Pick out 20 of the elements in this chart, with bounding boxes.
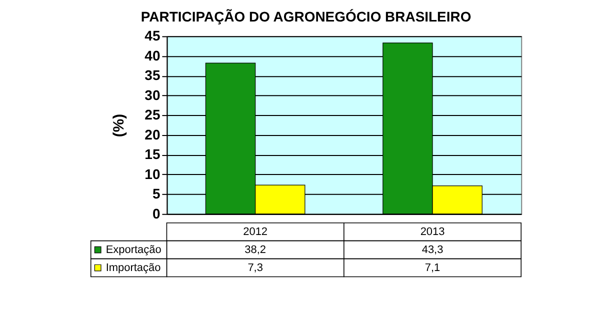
y-tick-label: 35: [144, 67, 160, 84]
data-label: 43,3: [422, 244, 444, 256]
y-tick-label: 30: [144, 86, 160, 103]
y-tick-label: 5: [152, 186, 160, 202]
chart-title: PARTICIPAÇÃO DO AGRONEGÓCIO BRASILEIRO: [140, 8, 472, 25]
legend-label: Importação: [106, 262, 161, 274]
x-tick-label: 2013: [420, 226, 445, 238]
y-tick-label: 15: [144, 146, 160, 162]
y-tick-label: 45: [144, 28, 160, 44]
y-axis-title: (%): [110, 114, 128, 138]
data-label: 7,1: [424, 262, 440, 274]
y-tick-label: 0: [152, 205, 160, 222]
x-tick-label: 2012: [243, 226, 268, 238]
y-tick-label: 25: [144, 106, 160, 123]
data-label: 38,2: [244, 244, 266, 256]
legend-label: Exportação: [106, 244, 162, 256]
y-tick-label: 40: [144, 47, 160, 64]
y-tick-label: 20: [144, 126, 160, 142]
y-tick-label: 10: [144, 166, 160, 182]
data-label: 7,3: [248, 262, 263, 274]
